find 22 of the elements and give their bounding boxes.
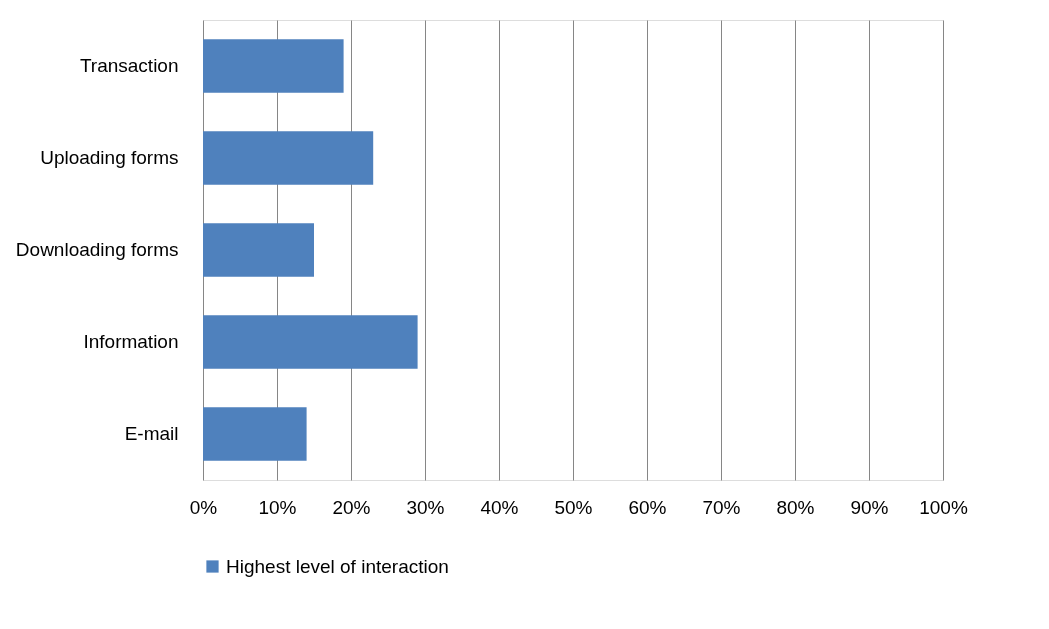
x-tick-label: 100% [919,496,968,518]
x-tick-label: 30% [406,496,445,518]
y-tick-label: Uploading forms [40,147,179,168]
bar [203,39,344,93]
bar [203,131,374,185]
x-tick-label: 80% [776,496,815,518]
bar [203,223,314,277]
legend-label: Highest level of interaction [226,555,449,577]
x-tick-label: 20% [332,496,371,518]
bar [203,315,418,369]
y-tick-label: Downloading forms [15,239,179,260]
y-tick-label: Information [83,331,179,352]
x-tick-label: 40% [480,496,519,518]
y-tick-label: E-mail [124,423,179,444]
x-tick-label: 10% [258,496,297,518]
y-tick-label: Transaction [79,55,179,76]
x-tick-label: 70% [702,496,741,518]
x-tick-label: 60% [628,496,667,518]
x-tick-label: 50% [554,496,593,518]
bar [203,407,307,461]
x-tick-label: 0% [189,496,218,518]
x-tick-label: 90% [850,496,889,518]
